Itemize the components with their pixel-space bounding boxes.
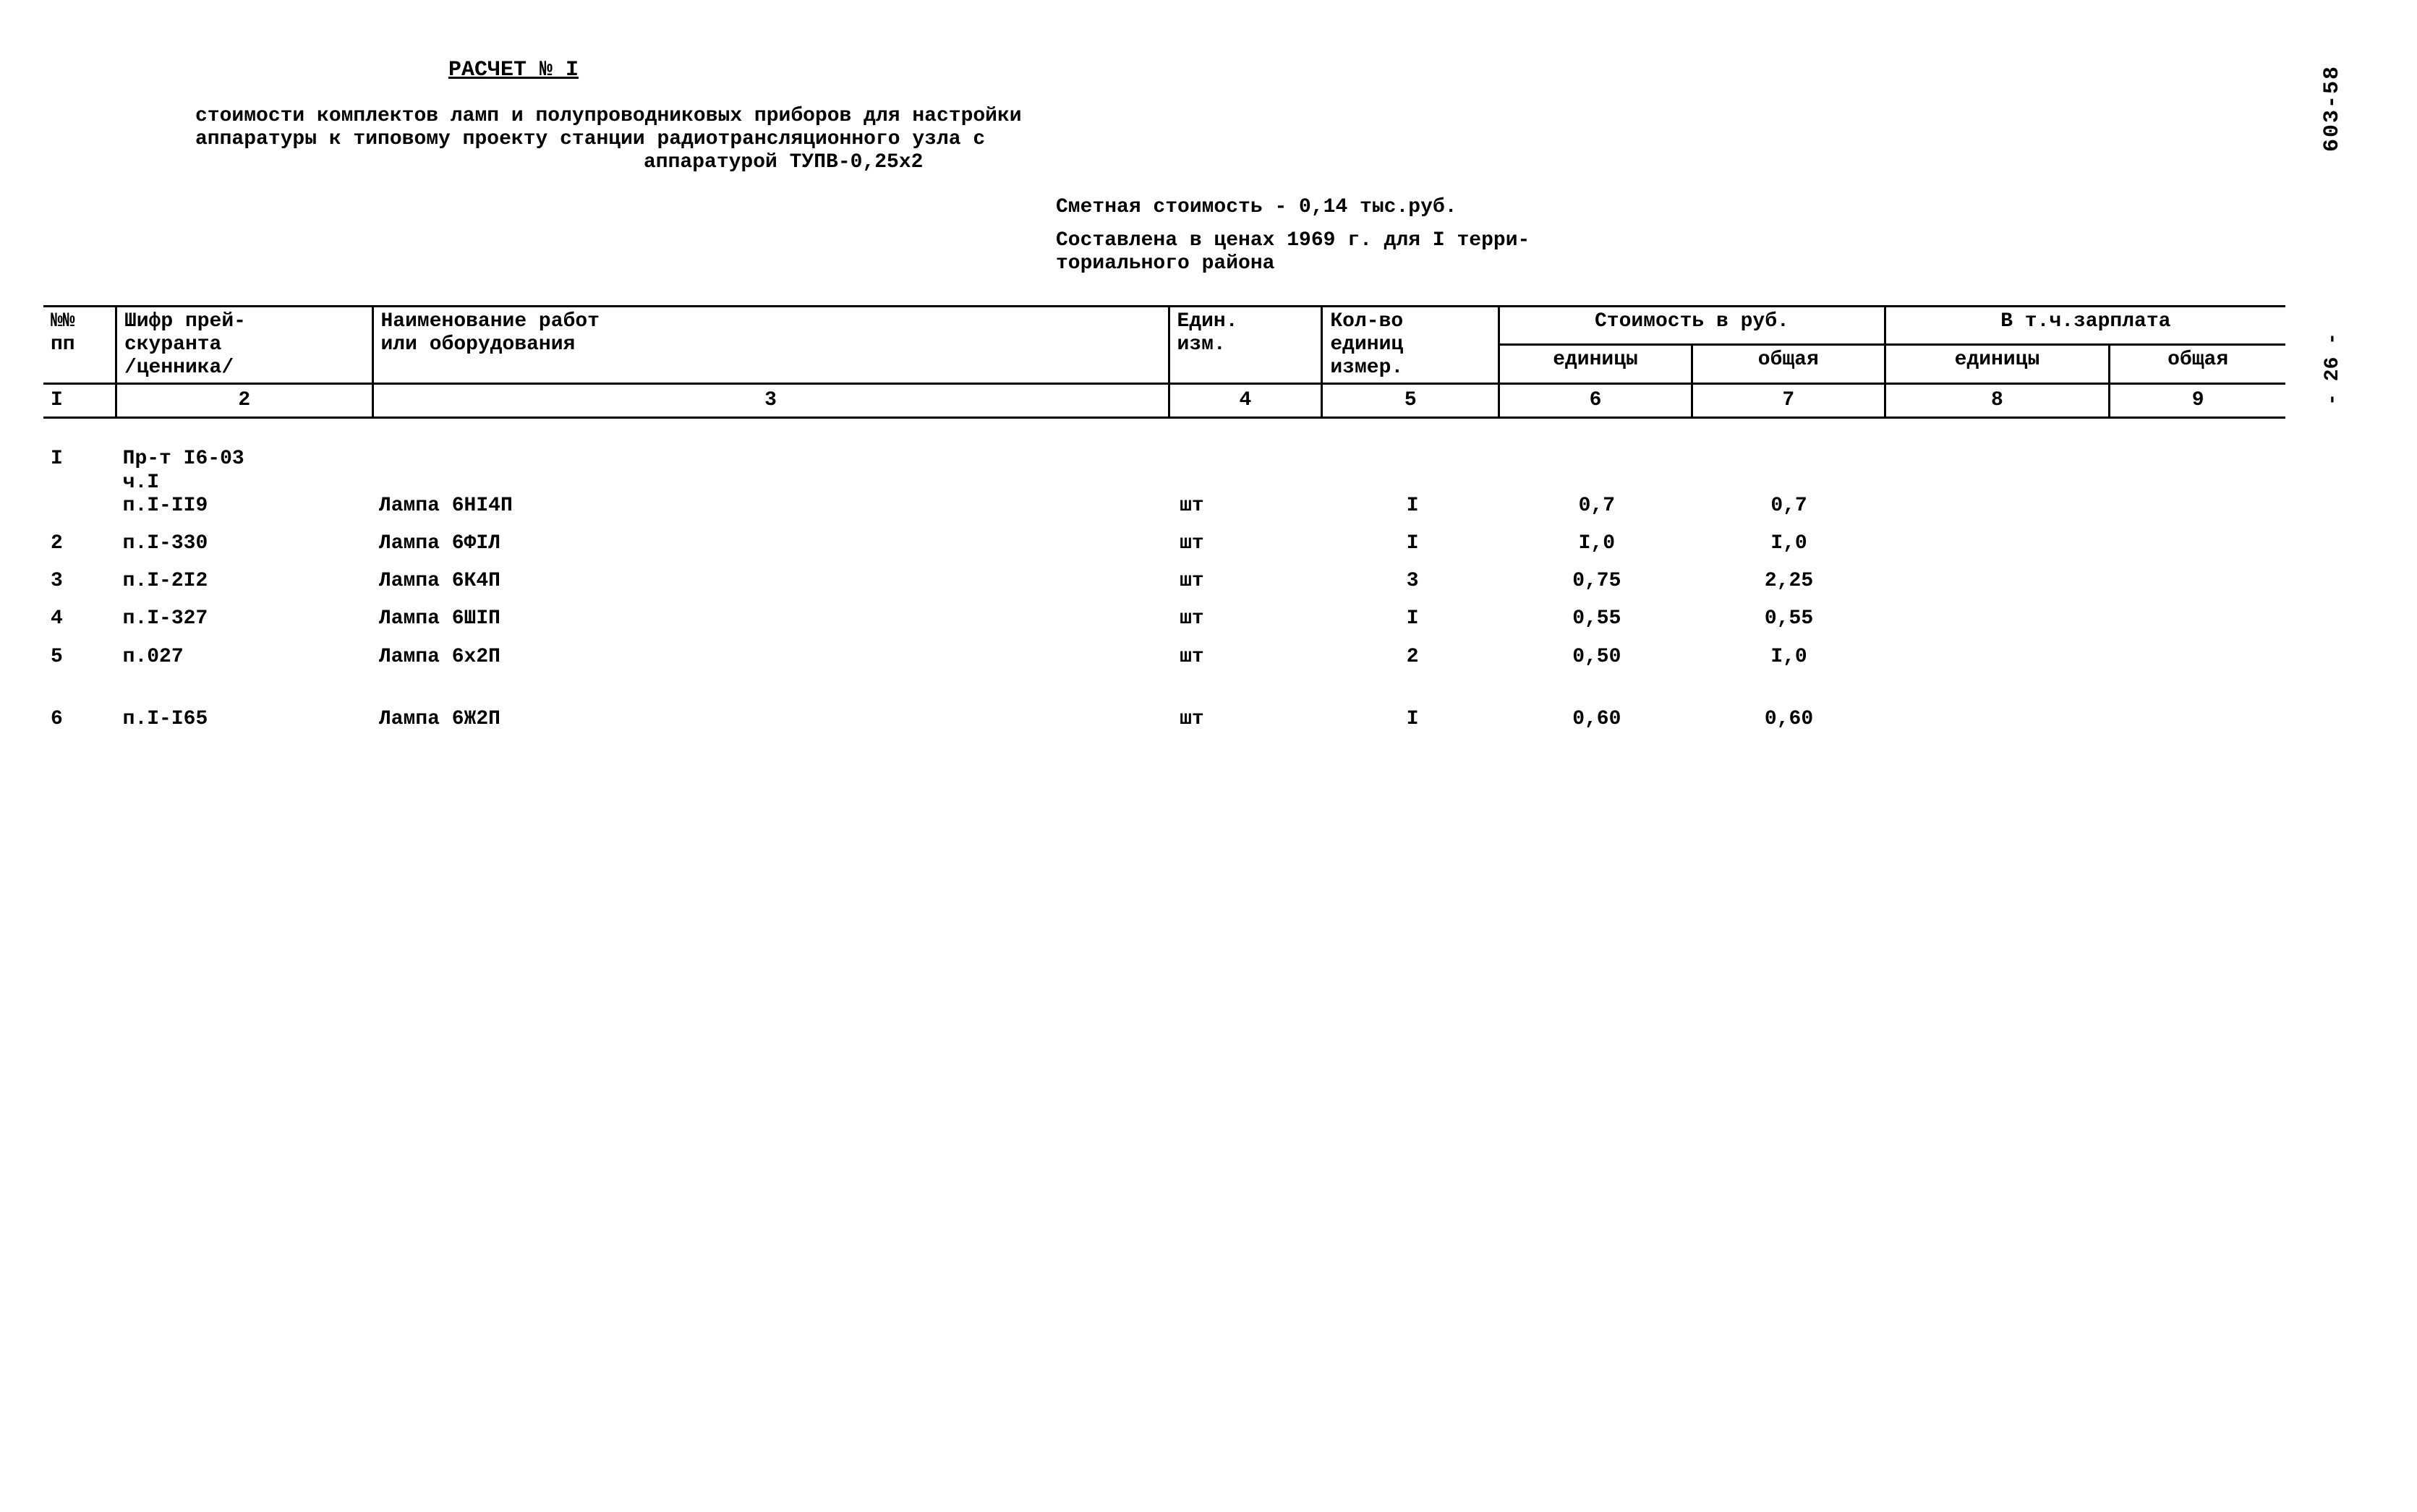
table-cell: 0,7 — [1501, 440, 1693, 525]
table-cell — [2109, 563, 2285, 600]
subtitle-line: аппаратуры к типовому проекту станции ра… — [195, 128, 1931, 151]
table-cell: Лампа 6НI4П — [372, 440, 1172, 525]
table-cell: п.I-327 — [116, 600, 372, 638]
table-cell — [1885, 638, 2109, 676]
table-cell: Лампа 6Ж2П — [372, 701, 1172, 738]
table-cell: 0,60 — [1501, 701, 1693, 738]
table-cell: 0,7 — [1693, 440, 1885, 525]
table-row: 3п.I-2I2Лампа 6К4Пшт30,752,25 — [43, 563, 2285, 600]
table-cell: I,0 — [1501, 525, 1693, 563]
col-header-name: Наименование работили оборудования — [372, 306, 1169, 384]
table-cell — [2109, 638, 2285, 676]
col-header-code: Шифр прей-скуранта/ценника/ — [116, 306, 372, 384]
table-cell: 0,55 — [1693, 600, 1885, 638]
table-cell — [2109, 600, 2285, 638]
table-cell: шт — [1172, 525, 1324, 563]
document-code: 603-58 — [2320, 65, 2345, 152]
col-header-num: №№пп — [43, 306, 116, 384]
col-group-salary: В т.ч.зарплата — [1885, 306, 2285, 345]
table-cell: шт — [1172, 600, 1324, 638]
table-cell — [1885, 563, 2109, 600]
table-cell: п.I-I65 — [116, 701, 372, 738]
table-cell — [1885, 440, 2109, 525]
meta-line: ториального района — [1056, 252, 2374, 276]
table-cell: п.I-2I2 — [116, 563, 372, 600]
table-cell: I — [1324, 525, 1501, 563]
table-row: 4п.I-327Лампа 6ШIПштI0,550,55 — [43, 600, 2285, 638]
table-cell: 5 — [43, 638, 116, 676]
table-cell: шт — [1172, 638, 1324, 676]
col-number: 9 — [2110, 384, 2285, 418]
document-title: РАСЧЕТ № I — [405, 58, 622, 83]
table-cell — [2109, 701, 2285, 738]
meta-line: Составлена в ценах 1969 г. для I терри- — [1056, 229, 2374, 252]
table-row: IПр-т I6-03ч.Iп.I-II9Лампа 6НI4ПштI0,70,… — [43, 440, 2285, 525]
table-cell: 2 — [1324, 638, 1501, 676]
table-cell: п.I-330 — [116, 525, 372, 563]
table-cell — [2109, 440, 2285, 525]
table-cell: шт — [1172, 563, 1324, 600]
col-header-qty: Кол-воединицизмер. — [1322, 306, 1499, 384]
col-number: 2 — [116, 384, 372, 418]
meta-block: Сметная стоимость - 0,14 тыс.руб. Состав… — [1056, 196, 2374, 276]
spacer-row — [43, 676, 2285, 701]
table-cell: Лампа 6ФIЛ — [372, 525, 1172, 563]
table-cell: шт — [1172, 701, 1324, 738]
col-number: 5 — [1322, 384, 1499, 418]
table-cell — [1885, 600, 2109, 638]
table-cell: 0,55 — [1501, 600, 1693, 638]
table-cell: I — [1324, 600, 1501, 638]
table-cell: 6 — [43, 701, 116, 738]
col-number: 8 — [1885, 384, 2110, 418]
table-cell: п.027 — [116, 638, 372, 676]
col-number: 6 — [1499, 384, 1692, 418]
table-cell: шт — [1172, 440, 1324, 525]
estimate-table-header: №№пп Шифр прей-скуранта/ценника/ Наимено… — [43, 305, 2285, 419]
table-cell: 0,75 — [1501, 563, 1693, 600]
table-cell — [2109, 525, 2285, 563]
table-cell: I — [1324, 440, 1501, 525]
table-row: 5п.027Лампа 6х2Пшт20,50I,0 — [43, 638, 2285, 676]
table-cell: 3 — [43, 563, 116, 600]
col-number: 3 — [372, 384, 1169, 418]
subtitle-line: стоимости комплектов ламп и полупроводни… — [195, 105, 1931, 128]
table-cell: 0,50 — [1501, 638, 1693, 676]
table-cell: I,0 — [1693, 525, 1885, 563]
col-header-sal-unit: единицы — [1885, 345, 2110, 384]
table-cell: 2 — [43, 525, 116, 563]
table-cell: Пр-т I6-03ч.Iп.I-II9 — [116, 440, 372, 525]
table-cell: Лампа 6К4П — [372, 563, 1172, 600]
table-cell: 0,60 — [1693, 701, 1885, 738]
table-cell: 3 — [1324, 563, 1501, 600]
col-header-cost-total: общая — [1692, 345, 1885, 384]
table-cell: Лампа 6ШIП — [372, 600, 1172, 638]
spacer — [1056, 219, 2374, 229]
table-cell: I,0 — [1693, 638, 1885, 676]
col-number: I — [43, 384, 116, 418]
document-subtitle: стоимости комплектов ламп и полупроводни… — [195, 105, 1931, 175]
col-group-cost: Стоимость в руб. — [1499, 306, 1885, 345]
col-header-unit: Един.изм. — [1169, 306, 1322, 384]
table-cell: Лампа 6х2П — [372, 638, 1172, 676]
table-cell: I — [1324, 701, 1501, 738]
page-number: - 26 - — [2322, 333, 2345, 406]
table-row: 2п.I-330Лампа 6ФIЛштII,0I,0 — [43, 525, 2285, 563]
col-number: 4 — [1169, 384, 1322, 418]
col-number: 7 — [1692, 384, 1885, 418]
table-cell: 4 — [43, 600, 116, 638]
estimate-table-body: IПр-т I6-03ч.Iп.I-II9Лампа 6НI4ПштI0,70,… — [43, 440, 2285, 738]
table-cell — [1885, 701, 2109, 738]
col-header-sal-total: общая — [2110, 345, 2285, 384]
table-cell: 2,25 — [1693, 563, 1885, 600]
table-row: 6п.I-I65Лампа 6Ж2ПштI0,600,60 — [43, 701, 2285, 738]
subtitle-line: аппаратурой ТУПВ-0,25х2 — [644, 151, 1931, 174]
meta-line: Сметная стоимость - 0,14 тыс.руб. — [1056, 196, 2374, 219]
col-header-cost-unit: единицы — [1499, 345, 1692, 384]
table-cell — [1885, 525, 2109, 563]
table-cell: I — [43, 440, 116, 525]
